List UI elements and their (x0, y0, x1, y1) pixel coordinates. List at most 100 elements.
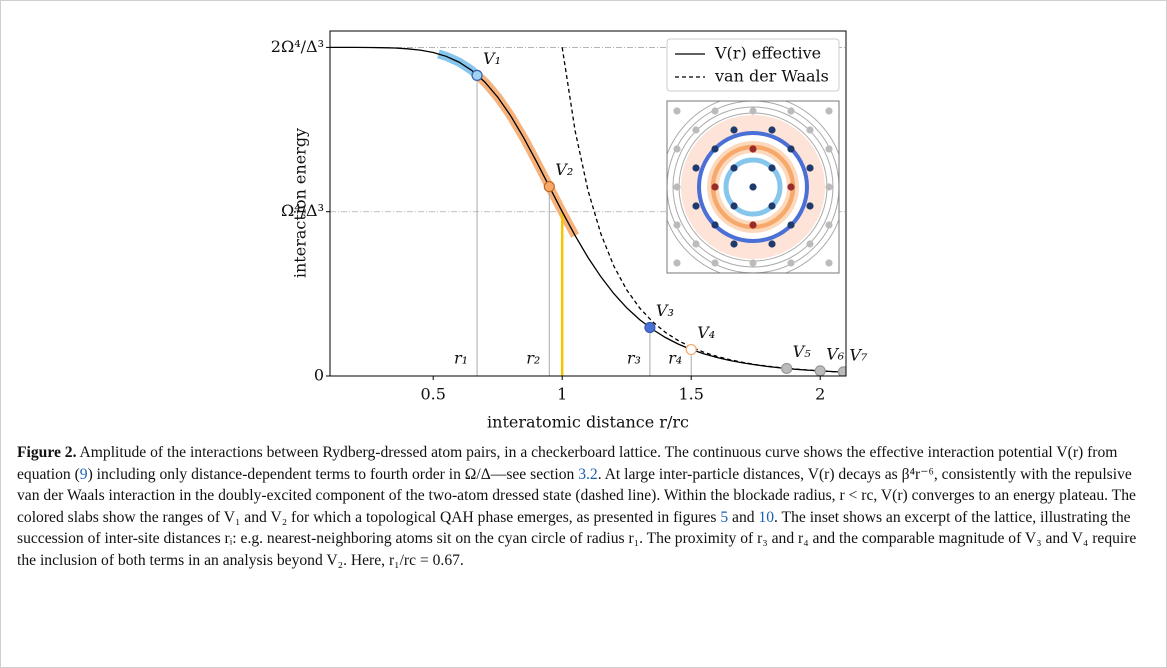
lattice-site (654, 240, 661, 247)
inset-ring (723, 157, 783, 217)
lattice-site (787, 221, 795, 229)
lattice-site (844, 88, 851, 95)
legend-label: van der Waals (714, 67, 829, 86)
y-tick-label: Ω⁴/Δ³ (281, 201, 324, 220)
caption-link[interactable]: 3.2 (578, 465, 598, 483)
lattice-site (654, 202, 661, 209)
lattice-site (844, 202, 851, 209)
y-tick-label: 0 (314, 366, 324, 385)
lattice-site (692, 240, 700, 248)
point (644, 321, 656, 334)
caption-text: Amplitude of the interactions between Ry… (17, 444, 1118, 483)
lattice-site (825, 107, 833, 115)
point (781, 362, 793, 375)
lattice-site (711, 221, 719, 229)
lattice-site (749, 221, 757, 229)
lattice-site (711, 259, 719, 267)
lattice-site (692, 278, 699, 285)
lattice-site (692, 126, 700, 134)
lattice-site (787, 145, 795, 153)
distance-label: r₃ (627, 349, 641, 368)
distance-label: r₁ (454, 349, 468, 368)
point (814, 365, 826, 376)
x-tick-label: 0.5 (420, 385, 445, 404)
point-label: V₇ (849, 345, 868, 364)
lattice-site (654, 126, 661, 133)
point-label: V₁ (483, 49, 501, 68)
lattice-site (787, 259, 795, 267)
distance-label: r₂ (526, 349, 540, 368)
lattice-site (806, 202, 814, 210)
lattice-site (730, 164, 738, 172)
point-label: V₃ (656, 301, 674, 320)
lattice-site (673, 107, 681, 115)
caption-text: . At large inter-particle distances, V(r… (17, 465, 1136, 526)
lattice-site (654, 164, 661, 171)
inset-ring (672, 106, 834, 268)
lattice-site (749, 107, 757, 115)
lattice-site (825, 145, 833, 153)
lattice-site (730, 278, 737, 285)
caption-link[interactable]: 5 (720, 508, 729, 526)
x-tick-label: 1 (557, 385, 567, 404)
lattice-site (711, 107, 719, 115)
curve (330, 46, 846, 373)
caption-text: and (728, 508, 759, 526)
y-tick-label: 2Ω⁴/Δ³ (271, 37, 324, 56)
caption: Figure 2. Amplitude of the interactions … (17, 442, 1145, 572)
lattice-site (825, 221, 833, 229)
lattice-site (768, 202, 776, 210)
lattice-site (806, 164, 814, 172)
lattice-site (768, 126, 776, 134)
lattice-site (768, 164, 776, 172)
lattice-site (730, 202, 738, 210)
lattice-site (806, 278, 813, 285)
point (471, 69, 483, 81)
lattice-site (749, 183, 757, 191)
caption-text: ) including only distance-dependent term… (87, 465, 579, 483)
point-label: V₂ (555, 160, 573, 179)
curve (561, 47, 846, 373)
lattice-site (844, 278, 851, 285)
lattice-site (787, 107, 795, 115)
lattice-site (844, 240, 851, 247)
legend-box (666, 38, 840, 92)
lattice-site (768, 278, 775, 285)
lattice-site (692, 164, 700, 172)
lattice-site (673, 221, 681, 229)
caption-link[interactable]: 9 (79, 465, 88, 483)
point (837, 366, 846, 376)
legend-label: V(r) effective (714, 44, 821, 63)
lattice-site (787, 183, 795, 191)
x-tick-label: 2 (815, 385, 825, 404)
y-axis-label: interaction energy (291, 128, 310, 278)
figure: interatomic distance r/rc interaction en… (271, 30, 868, 432)
lattice-site (806, 240, 814, 248)
point-label: V₄ (697, 323, 715, 342)
caption-text: . The inset shows an excerpt of the latt… (17, 508, 1137, 569)
lattice-site (825, 259, 833, 267)
lattice-site (711, 145, 719, 153)
lattice-site (825, 183, 833, 191)
point-label: V₅ (793, 342, 812, 361)
lattice-site (730, 240, 738, 248)
lattice-site (654, 88, 661, 95)
plot-area (330, 46, 846, 376)
lattice-site (768, 240, 776, 248)
slab (476, 74, 580, 238)
x-axis-label: interatomic distance r/rc (487, 413, 689, 432)
lattice-site (654, 278, 661, 285)
x-tick-label: 1.5 (678, 385, 703, 404)
lattice-site (806, 126, 814, 134)
lattice-site (673, 145, 681, 153)
plot-frame (329, 30, 847, 377)
lattice-site (844, 164, 851, 171)
point-label: V₆ (826, 344, 845, 363)
lattice-site (711, 183, 719, 191)
distance-label: r₄ (668, 349, 682, 368)
inset-ring (681, 115, 825, 259)
lattice-site (692, 202, 700, 210)
caption-link[interactable]: 10 (758, 508, 775, 526)
inset (654, 88, 851, 285)
